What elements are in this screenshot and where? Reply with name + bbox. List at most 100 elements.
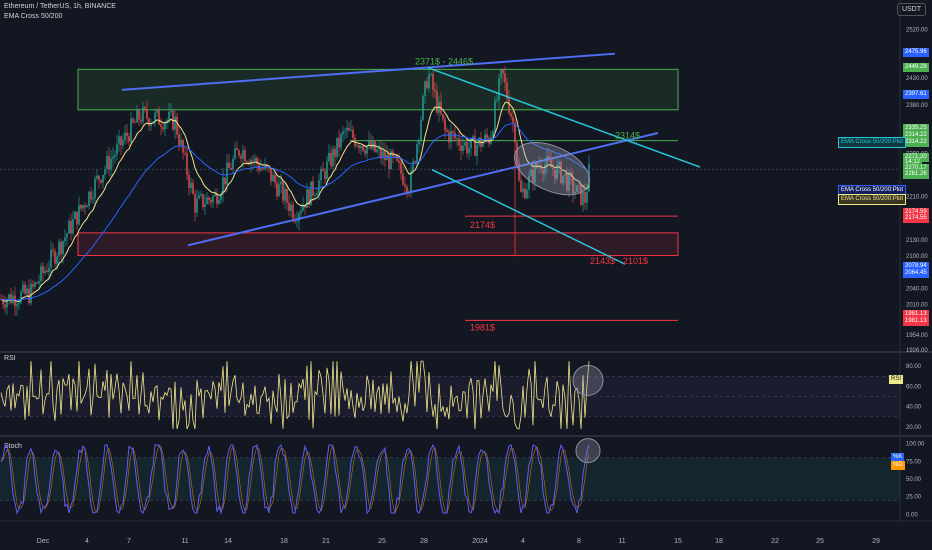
support-zone — [77, 232, 679, 257]
candle-body — [446, 130, 448, 132]
ema-plot-tag: EMA Cross 50/200:Plot — [838, 137, 907, 149]
candle-body — [152, 121, 154, 123]
candle-body — [456, 138, 458, 140]
candle-body — [384, 151, 386, 161]
candle-body — [336, 137, 338, 157]
candle-body — [318, 180, 320, 194]
candle-body — [28, 288, 30, 304]
candle-body — [334, 148, 336, 157]
candle-body — [572, 176, 574, 194]
candle-body — [100, 179, 102, 183]
candle-body — [398, 160, 400, 163]
candle-body — [390, 151, 392, 170]
candle-body — [532, 169, 534, 183]
price-tick-label: 2430.00 — [906, 76, 928, 82]
candle-body — [542, 169, 544, 174]
candle-body — [396, 155, 398, 161]
stoch-tick-label: 50.00 — [906, 477, 922, 483]
candle-body — [102, 174, 104, 183]
candle-body — [200, 193, 202, 196]
candle-body — [16, 304, 18, 307]
candle-body — [164, 122, 166, 130]
candle-body — [432, 73, 434, 90]
price-tick-label: 2100.00 — [906, 254, 928, 260]
candle-body — [42, 266, 44, 273]
symbol-title: Ethereum / TetherUS, 1h, BINANCE — [4, 3, 116, 10]
candle-body — [288, 202, 290, 211]
price-badge: 2174.59 — [903, 207, 929, 217]
candle-body — [444, 119, 446, 131]
candle-body — [404, 184, 406, 187]
candle-body — [144, 107, 146, 110]
price-tick-label: 2040.00 — [906, 286, 928, 292]
candle-body — [284, 189, 286, 201]
candle-body — [110, 158, 112, 170]
candle-body — [50, 249, 52, 269]
candle-body — [228, 162, 230, 168]
candle-body — [360, 145, 362, 149]
candle-body — [348, 127, 350, 131]
candle-body — [568, 172, 570, 191]
date-tick-label: 29 — [872, 538, 880, 545]
candle-body — [58, 241, 60, 257]
date-tick-label: 14 — [224, 538, 232, 545]
candle-body — [566, 174, 568, 191]
candle-body — [44, 270, 46, 273]
candle-body — [96, 175, 98, 179]
candle-body — [148, 118, 150, 127]
candle-body — [320, 168, 322, 181]
candle-body — [524, 188, 526, 199]
candle-body — [410, 170, 412, 193]
candle-body — [112, 156, 114, 159]
candle-body — [108, 155, 110, 170]
candle-body — [202, 193, 204, 208]
price-badge: 14:12 — [903, 158, 923, 168]
candle-body — [254, 157, 256, 161]
candle-body — [116, 143, 118, 155]
candle-body — [156, 109, 158, 113]
currency-button[interactable]: USDT — [896, 3, 926, 16]
candle-body — [204, 204, 206, 208]
price-tick-label: 2380.00 — [906, 103, 928, 109]
candle-body — [322, 168, 324, 172]
candle-body — [292, 204, 294, 219]
candle-body — [226, 162, 228, 185]
candle-body — [506, 82, 508, 99]
candle-body — [380, 147, 382, 159]
candle-body — [268, 167, 270, 169]
candle-body — [264, 164, 266, 169]
candle-body — [68, 220, 70, 234]
highlight-ellipse — [514, 142, 590, 196]
candle-body — [368, 140, 370, 146]
candle-body — [176, 116, 178, 135]
candle-body — [492, 131, 494, 138]
candle-body — [232, 158, 234, 170]
annotation-label: 1981$ — [470, 323, 495, 333]
candle-body — [350, 129, 352, 131]
price-badge: 2078.94 — [903, 261, 929, 271]
price-tick-label: 1926.00 — [906, 348, 928, 354]
candle-body — [328, 152, 330, 162]
candle-body — [420, 119, 422, 140]
candle-body — [434, 89, 436, 92]
date-tick-label: 18 — [715, 538, 723, 545]
candle-body — [416, 144, 418, 163]
stoch-tick-label: 100.00 — [906, 442, 925, 448]
candle-body — [314, 195, 316, 197]
price-badge: 2475.96 — [903, 48, 929, 58]
rsi-value-tag: RSI — [889, 375, 904, 385]
candle-body — [212, 196, 214, 203]
candle-body — [584, 192, 586, 203]
annotation-label: 2371$ - 2446$ — [415, 56, 473, 66]
candle-body — [458, 138, 460, 146]
rsi-tick-label: 20.00 — [906, 425, 922, 431]
candle-body — [338, 137, 340, 148]
candle-body — [582, 192, 584, 205]
stoch-tick-label: 75.00 — [906, 459, 922, 465]
candle-body — [240, 155, 242, 159]
price-badge: 1981.13 — [903, 317, 929, 327]
candle-body — [564, 174, 566, 176]
candle-body — [2, 299, 4, 305]
